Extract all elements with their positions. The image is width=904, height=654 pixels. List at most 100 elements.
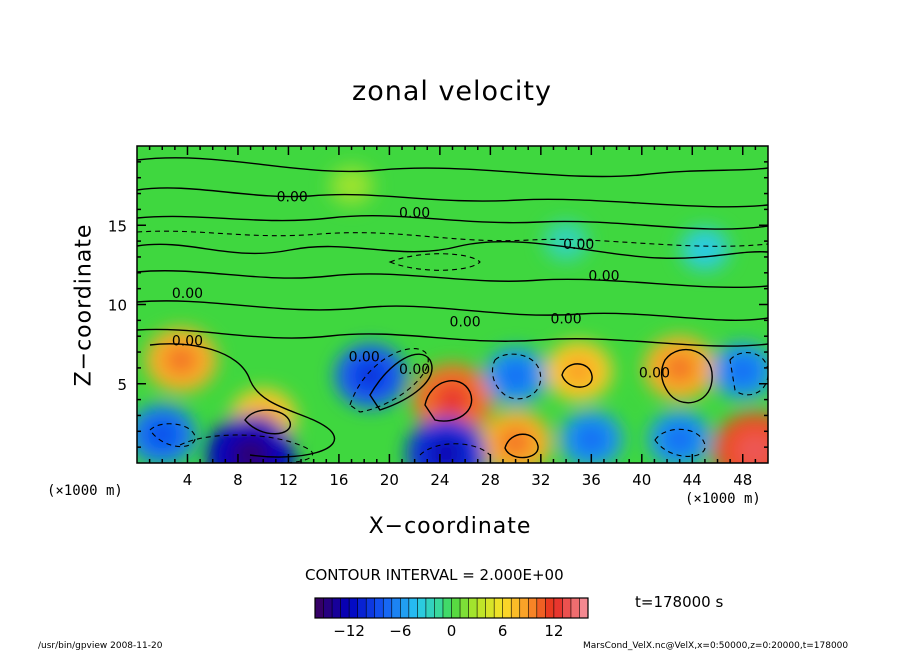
negative-contour-line [419, 443, 491, 456]
colorbar-swatch [340, 598, 350, 618]
contour-line [244, 409, 291, 435]
footer-source: MarsCond_VelX.nc@VelX,x=0:50000,z=0:2000… [583, 641, 849, 651]
field-core [165, 345, 198, 375]
field-core [563, 357, 594, 385]
field-core [728, 358, 757, 384]
colorbar-swatch [545, 598, 555, 618]
colorbar-frame [314, 597, 589, 619]
negative-contour-line [388, 253, 481, 271]
negative-contour-line [179, 434, 313, 463]
colorbar-swatch [357, 598, 367, 618]
contour-label: 0.00 [399, 205, 430, 221]
x-axis-label: X−coordinate [368, 514, 532, 539]
field-core [736, 433, 768, 463]
colorbar-swatch [477, 598, 487, 618]
y-tick-label: 15 [108, 217, 127, 235]
x-tick-label: 28 [481, 471, 500, 489]
contour-line [137, 157, 768, 178]
contour-line [369, 353, 433, 411]
field-core [577, 426, 606, 452]
contour-line [137, 300, 768, 321]
colorbar-tick-label: −12 [333, 622, 365, 640]
contour-label: 0.00 [550, 312, 581, 328]
colorbar-swatch [323, 598, 333, 618]
colorbar-swatch [425, 598, 435, 618]
contour-label: 0.00 [349, 350, 380, 366]
colorbar-swatch [451, 598, 461, 618]
colorbar-tick-label: 12 [544, 622, 563, 640]
negative-contour-line [491, 353, 542, 400]
colorbar-swatch [494, 598, 504, 618]
x-tick-label: 20 [380, 471, 399, 489]
field-core [499, 428, 532, 457]
colorbar-swatch [408, 598, 418, 618]
colorbar-swatch [570, 598, 580, 618]
colorbar-swatch [391, 598, 401, 618]
negative-contour-line [349, 348, 429, 413]
contour-label: 0.00 [172, 286, 203, 302]
contour-label: 0.00 [639, 365, 670, 381]
colorbar-swatch [536, 598, 546, 618]
colorbar-swatch [460, 598, 470, 618]
x-tick-label: 4 [183, 471, 193, 489]
x-tick-label: 40 [632, 471, 651, 489]
field-core [428, 437, 465, 463]
contour-line [137, 270, 768, 289]
field-core [665, 426, 694, 452]
colorbar-swatch [579, 598, 589, 618]
y-tick-label: 5 [117, 376, 127, 394]
chart-title: zonal velocity [352, 76, 552, 107]
colorbar-swatch [383, 598, 393, 618]
contour-line [137, 187, 768, 208]
colorbar-swatch [374, 598, 384, 618]
colorbar-swatch [519, 598, 529, 618]
x-tick-label: 32 [531, 471, 550, 489]
field-core [693, 239, 716, 259]
contour-label: 0.00 [588, 269, 619, 285]
colorbar-swatch [315, 598, 325, 618]
x-tick-label: 36 [582, 471, 601, 489]
contour-line [424, 380, 473, 422]
contour-label: 0.00 [563, 237, 594, 253]
field-core [501, 363, 530, 389]
colorbar-swatch [349, 598, 359, 618]
colorbar-tick-label: 6 [498, 622, 508, 640]
x-tick-label: 12 [279, 471, 298, 489]
colorbar-tick-label: 0 [447, 622, 457, 640]
negative-contour-line [729, 352, 768, 396]
contour-interval-label: CONTOUR INTERVAL = 2.000E+00 [305, 566, 564, 584]
contour-line [561, 363, 593, 388]
contour-label: 0.00 [399, 362, 430, 378]
contour-line [504, 433, 539, 459]
colorbar-swatch [468, 598, 478, 618]
contour-line [660, 349, 713, 404]
colorbar-swatch [553, 598, 563, 618]
colorbar-swatch [562, 598, 572, 618]
colorbar-swatch [332, 598, 342, 618]
colorbar-swatch [400, 598, 410, 618]
contour-label: 0.00 [172, 334, 203, 350]
contour-line [137, 328, 768, 347]
colorbar-swatch [485, 598, 495, 618]
time-label: t=178000 s [635, 593, 724, 611]
negative-contour-line [137, 230, 768, 247]
colorbar-swatch [511, 598, 521, 618]
contour-line [149, 343, 336, 458]
x-tick-label: 16 [329, 471, 348, 489]
field-core [434, 383, 471, 416]
field-core [341, 176, 362, 195]
footer-command: /usr/bin/gpview 2008-11-20 [38, 641, 163, 651]
x-tick-label: 8 [233, 471, 243, 489]
x-axis-unit-left: (×1000 m) [47, 483, 123, 499]
y-tick-label: 10 [108, 297, 127, 315]
contour-label: 0.00 [277, 189, 308, 205]
y-axis-label: Z−coordinate [71, 223, 97, 387]
colorbar-tick-label: −6 [389, 622, 411, 640]
field-core [663, 353, 696, 383]
x-axis-unit-right: (×1000 m) [685, 491, 761, 507]
x-tick-label: 48 [733, 471, 752, 489]
colorbar-swatch [434, 598, 444, 618]
x-tick-label: 44 [683, 471, 702, 489]
colorbar-swatch [442, 598, 452, 618]
